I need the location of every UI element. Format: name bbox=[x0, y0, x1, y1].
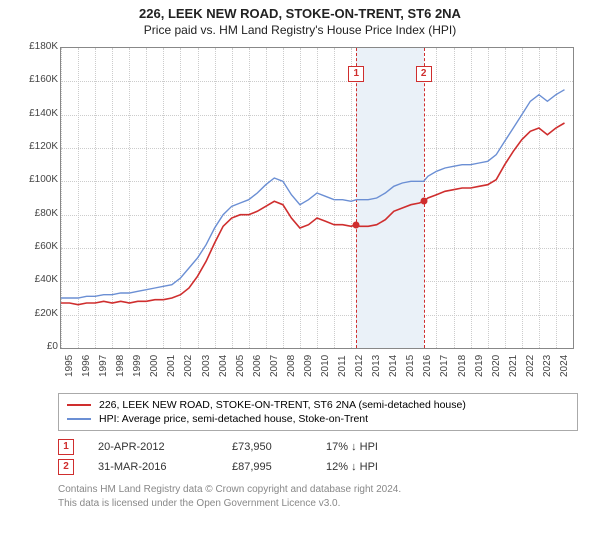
event-row: 1 20-APR-2012 £73,950 17% ↓ HPI bbox=[58, 437, 578, 457]
license-text: Contains HM Land Registry data © Crown c… bbox=[58, 483, 578, 510]
y-tick-label: £40K bbox=[18, 274, 58, 285]
x-tick-label: 2007 bbox=[269, 355, 280, 377]
x-tick-label: 2003 bbox=[201, 355, 212, 377]
x-tick-label: 2008 bbox=[286, 355, 297, 377]
legend-item: HPI: Average price, semi-detached house,… bbox=[67, 412, 569, 426]
plot-area: 12 bbox=[60, 47, 574, 349]
x-tick-label: 2001 bbox=[166, 355, 177, 377]
title-line2: Price paid vs. HM Land Registry's House … bbox=[0, 23, 600, 37]
x-tick-label: 2013 bbox=[371, 355, 382, 377]
x-tick-label: 2022 bbox=[525, 355, 536, 377]
x-tick-label: 2024 bbox=[559, 355, 570, 377]
license-line2: This data is licensed under the Open Gov… bbox=[58, 497, 578, 511]
x-tick-label: 2000 bbox=[149, 355, 160, 377]
x-tick-label: 2021 bbox=[508, 355, 519, 377]
x-tick-label: 2011 bbox=[337, 355, 348, 377]
x-tick-label: 1995 bbox=[64, 355, 75, 377]
x-tick-label: 2004 bbox=[218, 355, 229, 377]
legend-label: HPI: Average price, semi-detached house,… bbox=[99, 413, 368, 425]
x-tick-label: 2014 bbox=[388, 355, 399, 377]
y-tick-label: £120K bbox=[18, 141, 58, 152]
legend-item: 226, LEEK NEW ROAD, STOKE-ON-TRENT, ST6 … bbox=[67, 398, 569, 412]
y-tick-label: £0 bbox=[18, 341, 58, 352]
legend-swatch bbox=[67, 418, 91, 420]
event-marker: 2 bbox=[416, 66, 432, 82]
event-marker: 1 bbox=[348, 66, 364, 82]
x-tick-label: 2002 bbox=[183, 355, 194, 377]
x-tick-label: 2019 bbox=[474, 355, 485, 377]
sale-point bbox=[353, 221, 360, 228]
x-tick-label: 1998 bbox=[115, 355, 126, 377]
x-tick-label: 2005 bbox=[235, 355, 246, 377]
x-tick-label: 2012 bbox=[354, 355, 365, 377]
series-price_paid bbox=[61, 123, 565, 305]
y-tick-label: £160K bbox=[18, 74, 58, 85]
legend-label: 226, LEEK NEW ROAD, STOKE-ON-TRENT, ST6 … bbox=[99, 399, 466, 411]
events-table: 1 20-APR-2012 £73,950 17% ↓ HPI 2 31-MAR-2016… bbox=[58, 437, 578, 477]
title-block: 226, LEEK NEW ROAD, STOKE-ON-TRENT, ST6 … bbox=[0, 0, 600, 39]
x-tick-label: 2020 bbox=[491, 355, 502, 377]
event-badge: 2 bbox=[58, 459, 74, 475]
x-tick-label: 1997 bbox=[98, 355, 109, 377]
event-pct: 17% ↓ HPI bbox=[326, 441, 416, 453]
title-line1: 226, LEEK NEW ROAD, STOKE-ON-TRENT, ST6 … bbox=[0, 6, 600, 21]
series-hpi bbox=[61, 90, 565, 298]
event-date: 20-APR-2012 bbox=[98, 441, 208, 453]
event-price: £87,995 bbox=[232, 461, 302, 473]
event-date: 31-MAR-2016 bbox=[98, 461, 208, 473]
x-tick-label: 2010 bbox=[320, 355, 331, 377]
series-svg bbox=[61, 48, 573, 348]
x-tick-label: 2009 bbox=[303, 355, 314, 377]
y-tick-label: £60K bbox=[18, 241, 58, 252]
chart: 12 £0£20K£40K£60K£80K£100K£120K£140K£160… bbox=[24, 39, 584, 389]
x-tick-label: 2016 bbox=[422, 355, 433, 377]
license-line1: Contains HM Land Registry data © Crown c… bbox=[58, 483, 578, 497]
y-tick-label: £20K bbox=[18, 308, 58, 319]
event-price: £73,950 bbox=[232, 441, 302, 453]
y-tick-label: £80K bbox=[18, 208, 58, 219]
y-tick-label: £140K bbox=[18, 108, 58, 119]
x-tick-label: 2018 bbox=[457, 355, 468, 377]
x-tick-label: 2017 bbox=[439, 355, 450, 377]
x-tick-label: 2006 bbox=[252, 355, 263, 377]
event-pct: 12% ↓ HPI bbox=[326, 461, 416, 473]
legend: 226, LEEK NEW ROAD, STOKE-ON-TRENT, ST6 … bbox=[58, 393, 578, 431]
event-badge: 1 bbox=[58, 439, 74, 455]
event-row: 2 31-MAR-2016 £87,995 12% ↓ HPI bbox=[58, 457, 578, 477]
y-tick-label: £100K bbox=[18, 174, 58, 185]
x-tick-label: 2023 bbox=[542, 355, 553, 377]
x-tick-label: 2015 bbox=[405, 355, 416, 377]
y-tick-label: £180K bbox=[18, 41, 58, 52]
x-tick-label: 1996 bbox=[81, 355, 92, 377]
sale-point bbox=[420, 198, 427, 205]
x-tick-label: 1999 bbox=[132, 355, 143, 377]
legend-swatch bbox=[67, 404, 91, 406]
